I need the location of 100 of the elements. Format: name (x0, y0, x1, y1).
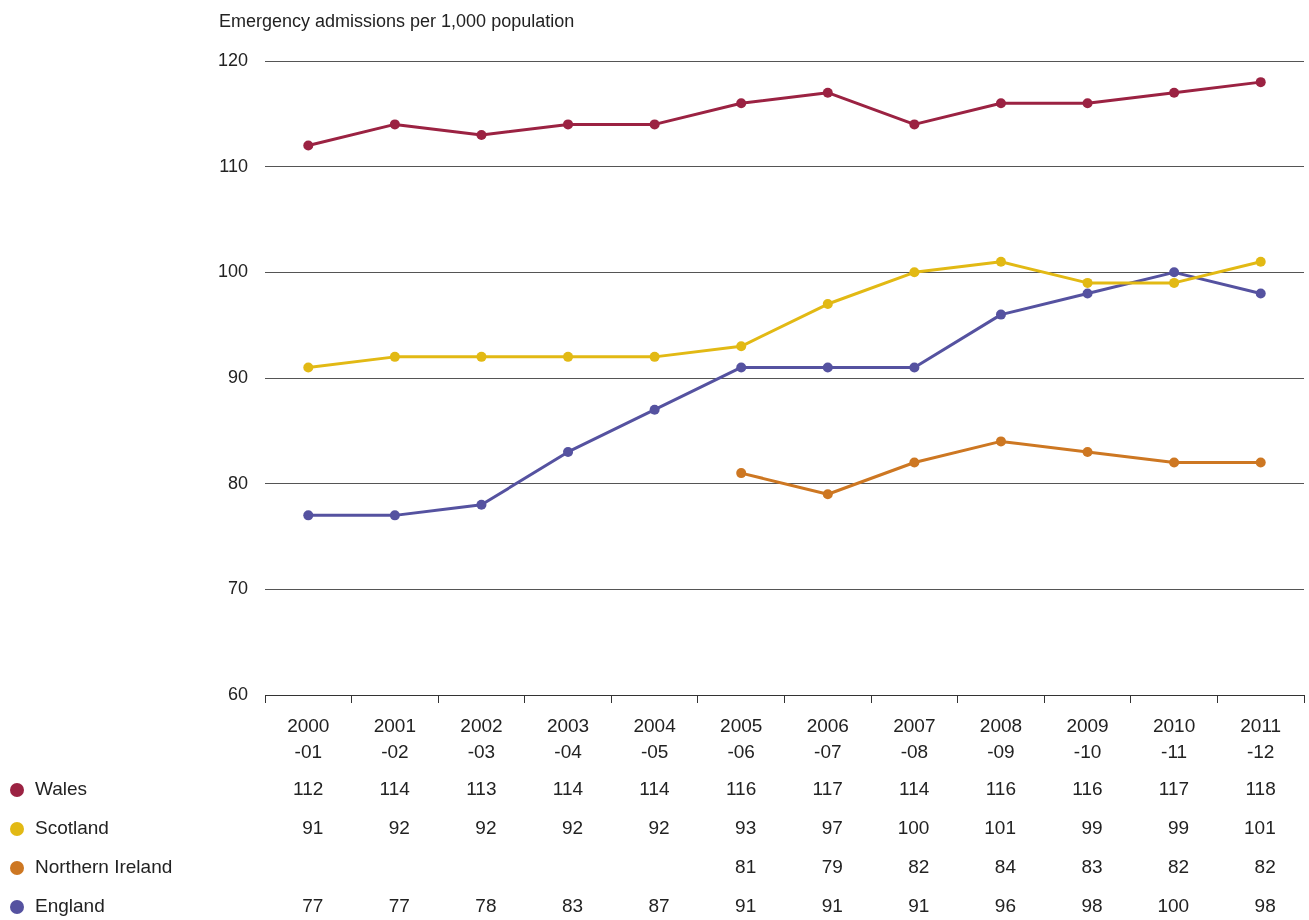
data-label: 100 (1157, 895, 1190, 917)
point (736, 468, 747, 479)
data-label: 98 (1081, 895, 1103, 917)
point (1082, 277, 1093, 288)
point (476, 129, 487, 140)
y-tick-label: 120 (217, 49, 248, 70)
y-tick-label: 80 (227, 472, 248, 493)
x-tick-label: 2003-04 (546, 714, 590, 763)
point (736, 341, 747, 352)
data-label: 82 (908, 856, 930, 878)
point (909, 362, 920, 373)
data-label: 77 (388, 895, 410, 917)
x-tick-label: 2006-07 (806, 714, 849, 763)
data-label: 93 (735, 817, 757, 839)
data-label: 113 (466, 778, 497, 800)
data-label: 84 (994, 856, 1017, 878)
data-label: 83 (1081, 856, 1103, 878)
point (822, 87, 833, 98)
data-label: 112 (292, 778, 324, 800)
point (822, 489, 833, 500)
data-label: 96 (994, 895, 1016, 917)
data-label: 81 (735, 856, 757, 878)
point (995, 309, 1006, 320)
x-tick-label: 2001-02 (373, 714, 417, 763)
y-axis-title: Emergency admissions per 1,000 population (219, 10, 575, 31)
data-label: 99 (1167, 817, 1190, 839)
data-label: 91 (735, 895, 757, 917)
data-label: 77 (302, 895, 324, 917)
data-label: 116 (725, 778, 757, 800)
data-label: 87 (648, 895, 670, 917)
data-label: 99 (1081, 817, 1103, 839)
point (909, 457, 920, 468)
point (649, 404, 660, 415)
point (389, 119, 400, 130)
point (389, 351, 400, 362)
point (1169, 87, 1180, 98)
point (1169, 277, 1180, 288)
point (995, 436, 1006, 447)
point (909, 119, 920, 130)
data-label: 79 (821, 856, 843, 878)
data-label: 114 (552, 778, 584, 800)
point (995, 256, 1006, 267)
data-label: 82 (1167, 856, 1190, 878)
data-label: 114 (379, 778, 411, 800)
y-tick-label: 100 (217, 261, 248, 282)
point (1082, 288, 1093, 299)
legend-label: Wales (35, 778, 88, 800)
x-tick-label: 2000-01 (287, 714, 330, 763)
point (1169, 457, 1180, 468)
point (389, 510, 400, 521)
data-label: 118 (1245, 778, 1276, 800)
point (736, 362, 747, 373)
data-label: 92 (388, 817, 410, 839)
point (563, 351, 574, 362)
x-tick-label: 2007-08 (893, 714, 936, 763)
point (303, 140, 314, 151)
y-tick-label: 60 (227, 683, 248, 704)
point (1082, 446, 1093, 457)
data-label: 117 (812, 778, 843, 800)
x-tick-label: 2009-10 (1066, 714, 1109, 763)
point (909, 267, 920, 278)
data-label: 101 (984, 817, 1016, 839)
point (1082, 98, 1093, 109)
data-label: 117 (1158, 778, 1190, 800)
point (563, 119, 574, 130)
data-label: 98 (1254, 895, 1276, 917)
data-label: 101 (1244, 817, 1276, 839)
data-label: 114 (639, 778, 671, 800)
legend-label: Scotland (35, 817, 109, 839)
data-label: 78 (475, 895, 497, 917)
data-label: 116 (1072, 778, 1103, 800)
y-tick-label: 70 (227, 578, 248, 599)
data-label: 91 (302, 817, 324, 839)
point (822, 362, 833, 373)
point (1255, 288, 1266, 299)
data-label: 91 (821, 895, 843, 917)
point (476, 499, 487, 510)
point (649, 351, 660, 362)
data-label: 92 (475, 817, 497, 839)
data-label: 97 (821, 817, 843, 839)
x-tick-label: 2004-05 (633, 714, 677, 763)
data-label: 83 (561, 895, 584, 917)
data-label: 92 (561, 817, 584, 839)
data-label: 100 (897, 817, 930, 839)
data-label: 114 (899, 778, 930, 800)
point (736, 98, 747, 109)
data-label: 92 (648, 817, 670, 839)
legend-label: Northern Ireland (35, 856, 173, 878)
point (303, 362, 314, 373)
point (1255, 256, 1266, 267)
point (476, 351, 487, 362)
y-tick-label: 90 (227, 366, 248, 387)
x-tick-label: 2005-06 (720, 714, 763, 763)
point (1169, 267, 1180, 278)
data-label: 91 (908, 895, 930, 917)
legend-label: England (35, 895, 105, 917)
x-tick-label: 2002-03 (460, 714, 503, 763)
point (1255, 77, 1266, 88)
point (303, 510, 314, 521)
point (995, 98, 1006, 109)
